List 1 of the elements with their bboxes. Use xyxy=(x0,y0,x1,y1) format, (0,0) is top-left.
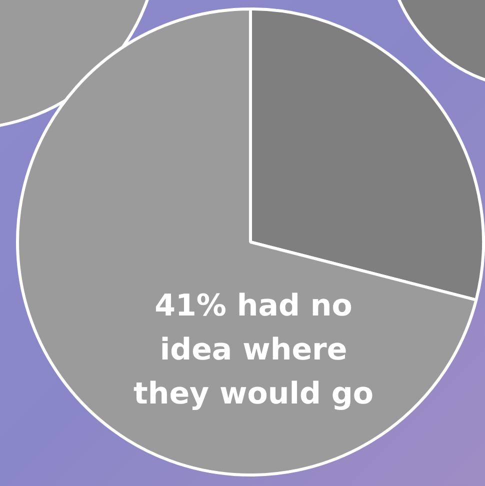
text: 41% had no idea where they would go xyxy=(133,288,374,412)
